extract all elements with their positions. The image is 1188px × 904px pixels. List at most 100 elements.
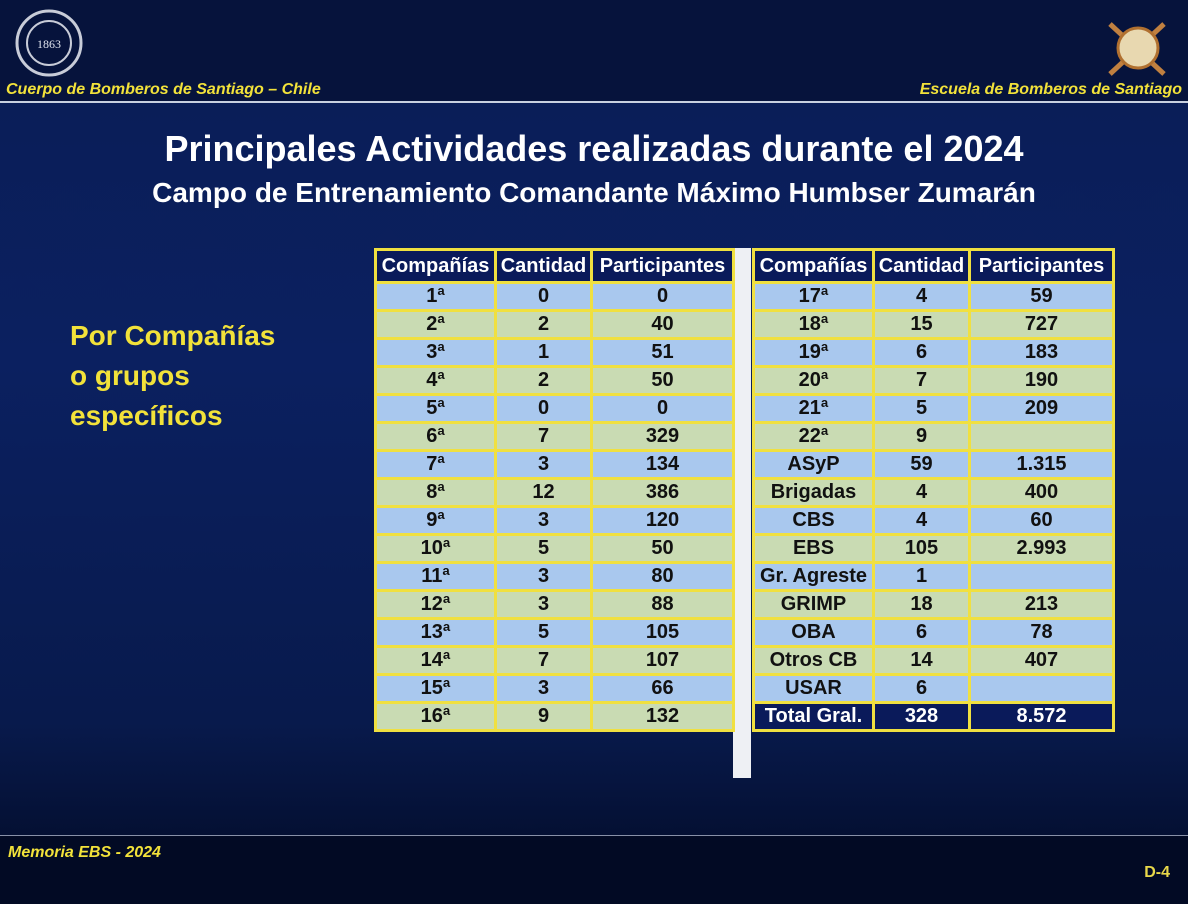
- table-row: 19ª 6 183: [752, 337, 1115, 368]
- table-cell: 18: [872, 589, 971, 620]
- table-cell: 9: [494, 701, 593, 732]
- table-cell: 51: [590, 337, 735, 368]
- table-cell: 5: [494, 617, 593, 648]
- table-cell: 59: [872, 449, 971, 480]
- table-cell: 329: [590, 421, 735, 452]
- table-gap: [733, 248, 751, 778]
- table-cell: Gr. Agreste: [752, 561, 875, 592]
- table-cell: 15ª: [374, 673, 497, 704]
- table-cell: 4: [872, 505, 971, 536]
- data-table: Compañías Cantidad Participantes 1ª 0 0 2ª 2 40 3…: [374, 248, 735, 732]
- table-cell: 3ª: [374, 337, 497, 368]
- table-cell: 209: [968, 393, 1115, 424]
- table-cell: Total Gral.: [752, 701, 875, 732]
- header-band: [0, 0, 1188, 103]
- title: Principales Actividades realizadas duran…: [164, 128, 1024, 169]
- table-cell: 7: [872, 365, 971, 396]
- table-cell: 3: [494, 589, 593, 620]
- footer-left: Memoria EBS - 2024: [8, 844, 161, 861]
- table-cell: 6: [872, 673, 971, 704]
- header-row: Compañías Cantidad Participantes: [752, 248, 1115, 284]
- table-row: 20ª 7 190: [752, 365, 1115, 396]
- table-row: 6ª 7 329: [374, 421, 735, 452]
- table-cell: EBS: [752, 533, 875, 564]
- table-cell: 11ª: [374, 561, 497, 592]
- table-cell: 21ª: [752, 393, 875, 424]
- column-header: Compañías: [752, 248, 875, 284]
- table-row: 10ª 5 50: [374, 533, 735, 564]
- table-cell: 6ª: [374, 421, 497, 452]
- table-cell: 407: [968, 645, 1115, 676]
- table-cell: 7ª: [374, 449, 497, 480]
- table-cell: 7: [494, 645, 593, 676]
- table-cell: 12: [494, 477, 593, 508]
- table-cell: 3: [494, 505, 593, 536]
- table-row: 13ª 5 105: [374, 617, 735, 648]
- table-cell: 19ª: [752, 337, 875, 368]
- table-row: 15ª 3 66: [374, 673, 735, 704]
- table-cell: 2: [494, 365, 593, 396]
- footer-right: D-4: [1144, 864, 1170, 881]
- table-row: EBS 105 2.993: [752, 533, 1115, 564]
- table-cell: 9: [872, 421, 971, 452]
- column-header: Participantes: [968, 248, 1115, 284]
- subtitle: Campo de Entrenamiento Comandante Máximo…: [152, 177, 1036, 208]
- table-cell: 14ª: [374, 645, 497, 676]
- table-cell: 20ª: [752, 365, 875, 396]
- table-cell: 5: [494, 533, 593, 564]
- table-cell: 66: [590, 673, 735, 704]
- table-row: OBA 6 78: [752, 617, 1115, 648]
- table-cell: 8.572: [968, 701, 1115, 732]
- table-row: 9ª 3 120: [374, 505, 735, 536]
- side-label: Por Compañías: [70, 320, 276, 351]
- table-cell: 105: [872, 533, 971, 564]
- column-header: Participantes: [590, 248, 735, 284]
- table-cell: 1.315: [968, 449, 1115, 480]
- table-cell: 727: [968, 309, 1115, 340]
- table-cell: 50: [590, 365, 735, 396]
- table-cell: 17ª: [752, 281, 875, 312]
- logo-right: [1108, 22, 1166, 76]
- table-cell: 2ª: [374, 309, 497, 340]
- table-cell: 78: [968, 617, 1115, 648]
- table-cell: 5: [872, 393, 971, 424]
- header-row: Compañías Cantidad Participantes: [374, 248, 735, 284]
- table-cell: 40: [590, 309, 735, 340]
- table-cell: 107: [590, 645, 735, 676]
- table-cell: 6: [872, 337, 971, 368]
- table-cell: 213: [968, 589, 1115, 620]
- table-row: 16ª 9 132: [374, 701, 735, 732]
- table-cell: 105: [590, 617, 735, 648]
- table-cell: 88: [590, 589, 735, 620]
- table-row: 17ª 4 59: [752, 281, 1115, 312]
- table-cell: 14: [872, 645, 971, 676]
- table-row: ASyP 59 1.315: [752, 449, 1115, 480]
- header-left: Cuerpo de Bomberos de Santiago – Chile: [6, 81, 321, 98]
- table-cell: 183: [968, 337, 1115, 368]
- table-row: 1ª 0 0: [374, 281, 735, 312]
- table-row: 7ª 3 134: [374, 449, 735, 480]
- table-cell: 400: [968, 477, 1115, 508]
- table-cell: 1: [494, 337, 593, 368]
- table-cell: 0: [494, 393, 593, 424]
- table-cell: 3: [494, 673, 593, 704]
- table-cell: ASyP: [752, 449, 875, 480]
- table-row: 5ª 0 0: [374, 393, 735, 424]
- table-cell: 6: [872, 617, 971, 648]
- footer-band: [0, 835, 1188, 904]
- table-row: 4ª 2 50: [374, 365, 735, 396]
- table-cell: 386: [590, 477, 735, 508]
- table-cell: 4: [872, 281, 971, 312]
- table-cell: 13ª: [374, 617, 497, 648]
- table-row: Brigadas 4 400: [752, 477, 1115, 508]
- table-cell: 3: [494, 561, 593, 592]
- table-cell: 134: [590, 449, 735, 480]
- table-row: USAR 6: [752, 673, 1115, 704]
- table-cell: 2.993: [968, 533, 1115, 564]
- table-row: 12ª 3 88: [374, 589, 735, 620]
- table-row: 21ª 5 209: [752, 393, 1115, 424]
- table-cell: 0: [590, 393, 735, 424]
- table-row: 11ª 3 80: [374, 561, 735, 592]
- side-label: o grupos: [70, 360, 190, 391]
